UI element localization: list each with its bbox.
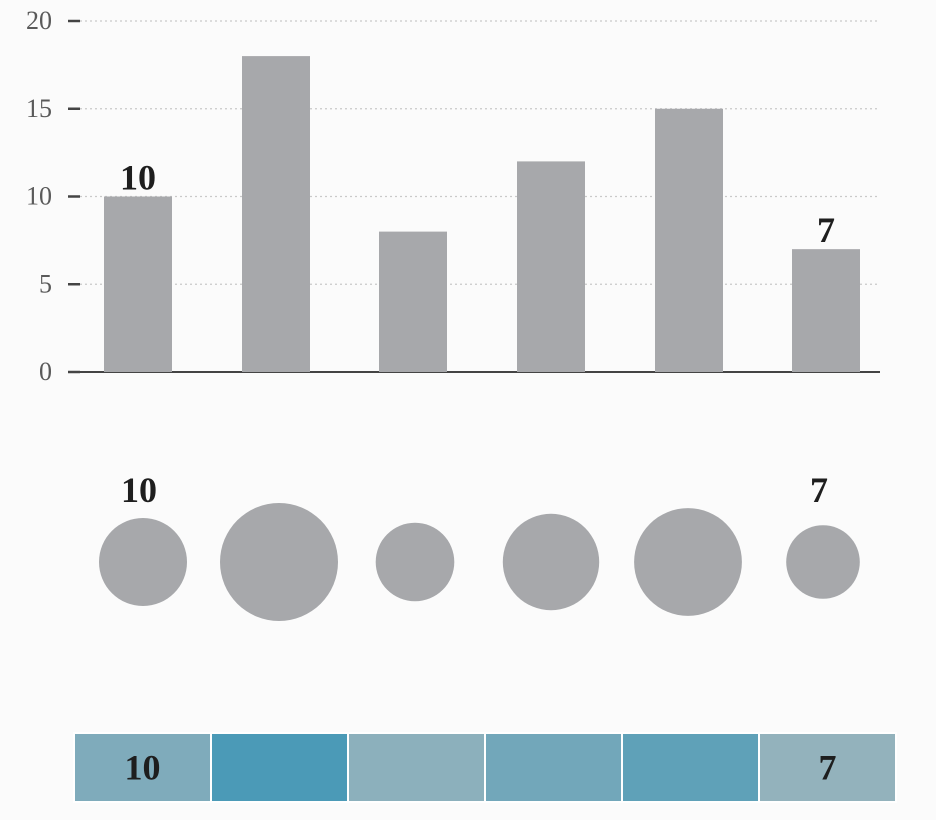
- bubble: [634, 508, 742, 616]
- heat-data-label: 10: [125, 748, 161, 788]
- heat-cell: [621, 732, 760, 803]
- bar: [242, 56, 310, 372]
- bubble-data-label: 10: [121, 470, 157, 510]
- y-tick-label: 5: [39, 269, 52, 298]
- bar: [104, 196, 172, 372]
- heat-cell: [758, 732, 897, 803]
- y-axis: 0 5 10 15 20: [26, 6, 880, 386]
- bar: [517, 161, 585, 372]
- bar: [655, 108, 723, 372]
- y-tick-label: 20: [26, 6, 52, 35]
- bubble: [99, 518, 187, 606]
- bar: [792, 249, 860, 372]
- heatmap-strip: 10 7: [73, 732, 897, 803]
- heat-cell: [484, 732, 623, 803]
- bar-chart: 0 5 10 15 20 10 7: [26, 6, 880, 386]
- bubble: [786, 525, 860, 599]
- heat-cells: [73, 732, 897, 803]
- y-tick-label: 15: [26, 94, 52, 123]
- y-tick-label: 0: [39, 357, 52, 386]
- heat-cell: [347, 732, 486, 803]
- heat-data-labels: 10 7: [125, 748, 837, 788]
- bubble-data-label: 7: [810, 470, 828, 510]
- heat-cell: [210, 732, 349, 803]
- bubble: [220, 503, 338, 621]
- bubble-chart: 10 7: [99, 470, 860, 621]
- bars: [104, 56, 860, 372]
- bubble: [502, 513, 600, 611]
- bubbles: [99, 503, 860, 621]
- heat-data-label: 7: [819, 748, 837, 788]
- bubble: [375, 522, 455, 602]
- y-tick-label: 10: [26, 182, 52, 211]
- bubble-data-labels: 10 7: [121, 470, 828, 510]
- bar: [379, 231, 447, 372]
- bar-data-label: 7: [817, 210, 835, 250]
- grid-lines: [80, 20, 880, 285]
- bar-data-label: 10: [120, 158, 156, 198]
- bar-data-labels: 10 7: [120, 158, 835, 251]
